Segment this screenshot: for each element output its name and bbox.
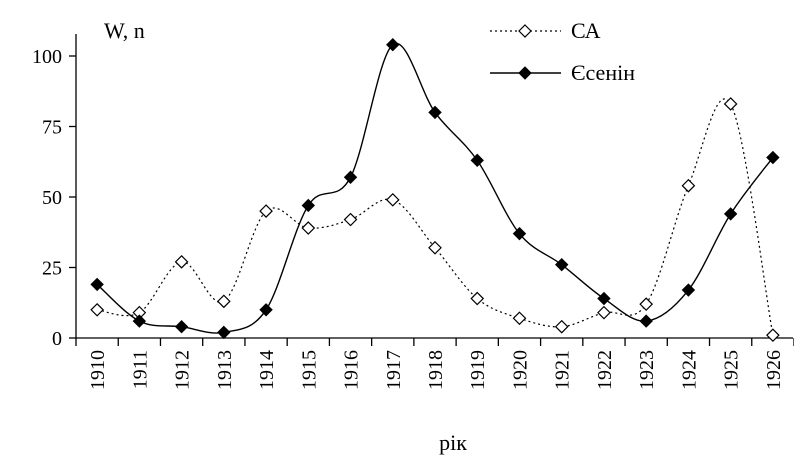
data-point — [301, 198, 316, 213]
data-point — [174, 255, 189, 269]
x-tick-label: 1912 — [172, 350, 194, 390]
y-ticks: 0 25 50 75 100 — [32, 46, 76, 350]
x-tick-label: 1921 — [552, 350, 574, 390]
x-tick-label: 1917 — [383, 350, 405, 390]
data-point — [386, 38, 400, 52]
x-tick-label: 1910 — [87, 350, 109, 390]
x-ticks: 1910 1911 1912 1913 1914 1915 1916 1917 1918 1919… — [75, 338, 794, 390]
x-tick-label: 1925 — [721, 350, 743, 390]
data-point — [723, 97, 738, 111]
data-point — [428, 240, 442, 255]
x-tick-label: 1913 — [214, 350, 236, 390]
series-yesenin — [90, 38, 780, 340]
x-tick-label: 1926 — [763, 350, 785, 390]
series-line — [97, 98, 774, 336]
data-point — [132, 314, 147, 328]
data-point — [639, 314, 653, 328]
x-tick-label: 1911 — [129, 350, 151, 389]
data-point — [554, 257, 569, 272]
data-point — [597, 305, 611, 320]
data-point — [512, 226, 527, 241]
x-axis-title: рік — [439, 430, 467, 455]
y-tick-label: 75 — [42, 117, 62, 139]
x-tick-label: 1924 — [678, 350, 700, 390]
y-tick-label: 0 — [52, 328, 62, 350]
data-point — [470, 291, 485, 306]
legend-label-ca: СА — [571, 18, 601, 43]
y-tick-label: 50 — [42, 187, 62, 209]
series-layer — [90, 38, 780, 343]
x-tick-label: 1920 — [509, 350, 531, 390]
data-point — [216, 294, 231, 309]
x-tick-label: 1918 — [425, 350, 447, 390]
legend: СА Єсенін — [490, 18, 635, 85]
legend-item-ca: СА — [490, 18, 601, 43]
data-point — [90, 277, 104, 292]
legend-item-yesenin: Єсенін — [490, 60, 635, 85]
y-tick-label: 100 — [32, 46, 62, 68]
data-point — [343, 170, 358, 184]
data-point — [217, 325, 231, 340]
x-tick-label: 1919 — [467, 350, 489, 390]
data-point — [174, 320, 189, 334]
data-point — [385, 192, 400, 207]
data-point — [681, 283, 696, 297]
y-axis-title: W, n — [104, 18, 145, 43]
x-tick-label: 1916 — [341, 350, 363, 390]
data-point — [766, 328, 780, 343]
legend-swatch-marker-yesenin — [518, 66, 532, 80]
legend-swatch-marker-ca — [518, 24, 532, 38]
x-tick-label: 1923 — [636, 350, 658, 390]
series-line — [96, 42, 774, 334]
x-tick-label: 1914 — [256, 350, 278, 390]
axes — [75, 34, 793, 339]
data-point — [681, 178, 696, 193]
data-point — [259, 303, 273, 317]
data-point — [428, 105, 442, 120]
data-point — [470, 153, 484, 168]
x-tick-label: 1915 — [298, 350, 320, 390]
data-point — [90, 302, 104, 317]
data-point — [259, 204, 273, 218]
data-point — [301, 221, 316, 235]
legend-label-yesenin: Єсенін — [571, 60, 635, 85]
x-tick-label: 1922 — [594, 350, 616, 390]
data-point — [639, 297, 654, 312]
data-point — [554, 319, 569, 334]
y-tick-label: 25 — [42, 258, 62, 280]
data-point — [597, 291, 611, 306]
data-point — [343, 212, 358, 227]
data-point — [512, 311, 527, 326]
data-point — [766, 150, 780, 165]
data-point — [723, 207, 738, 221]
series-ca — [90, 97, 780, 343]
